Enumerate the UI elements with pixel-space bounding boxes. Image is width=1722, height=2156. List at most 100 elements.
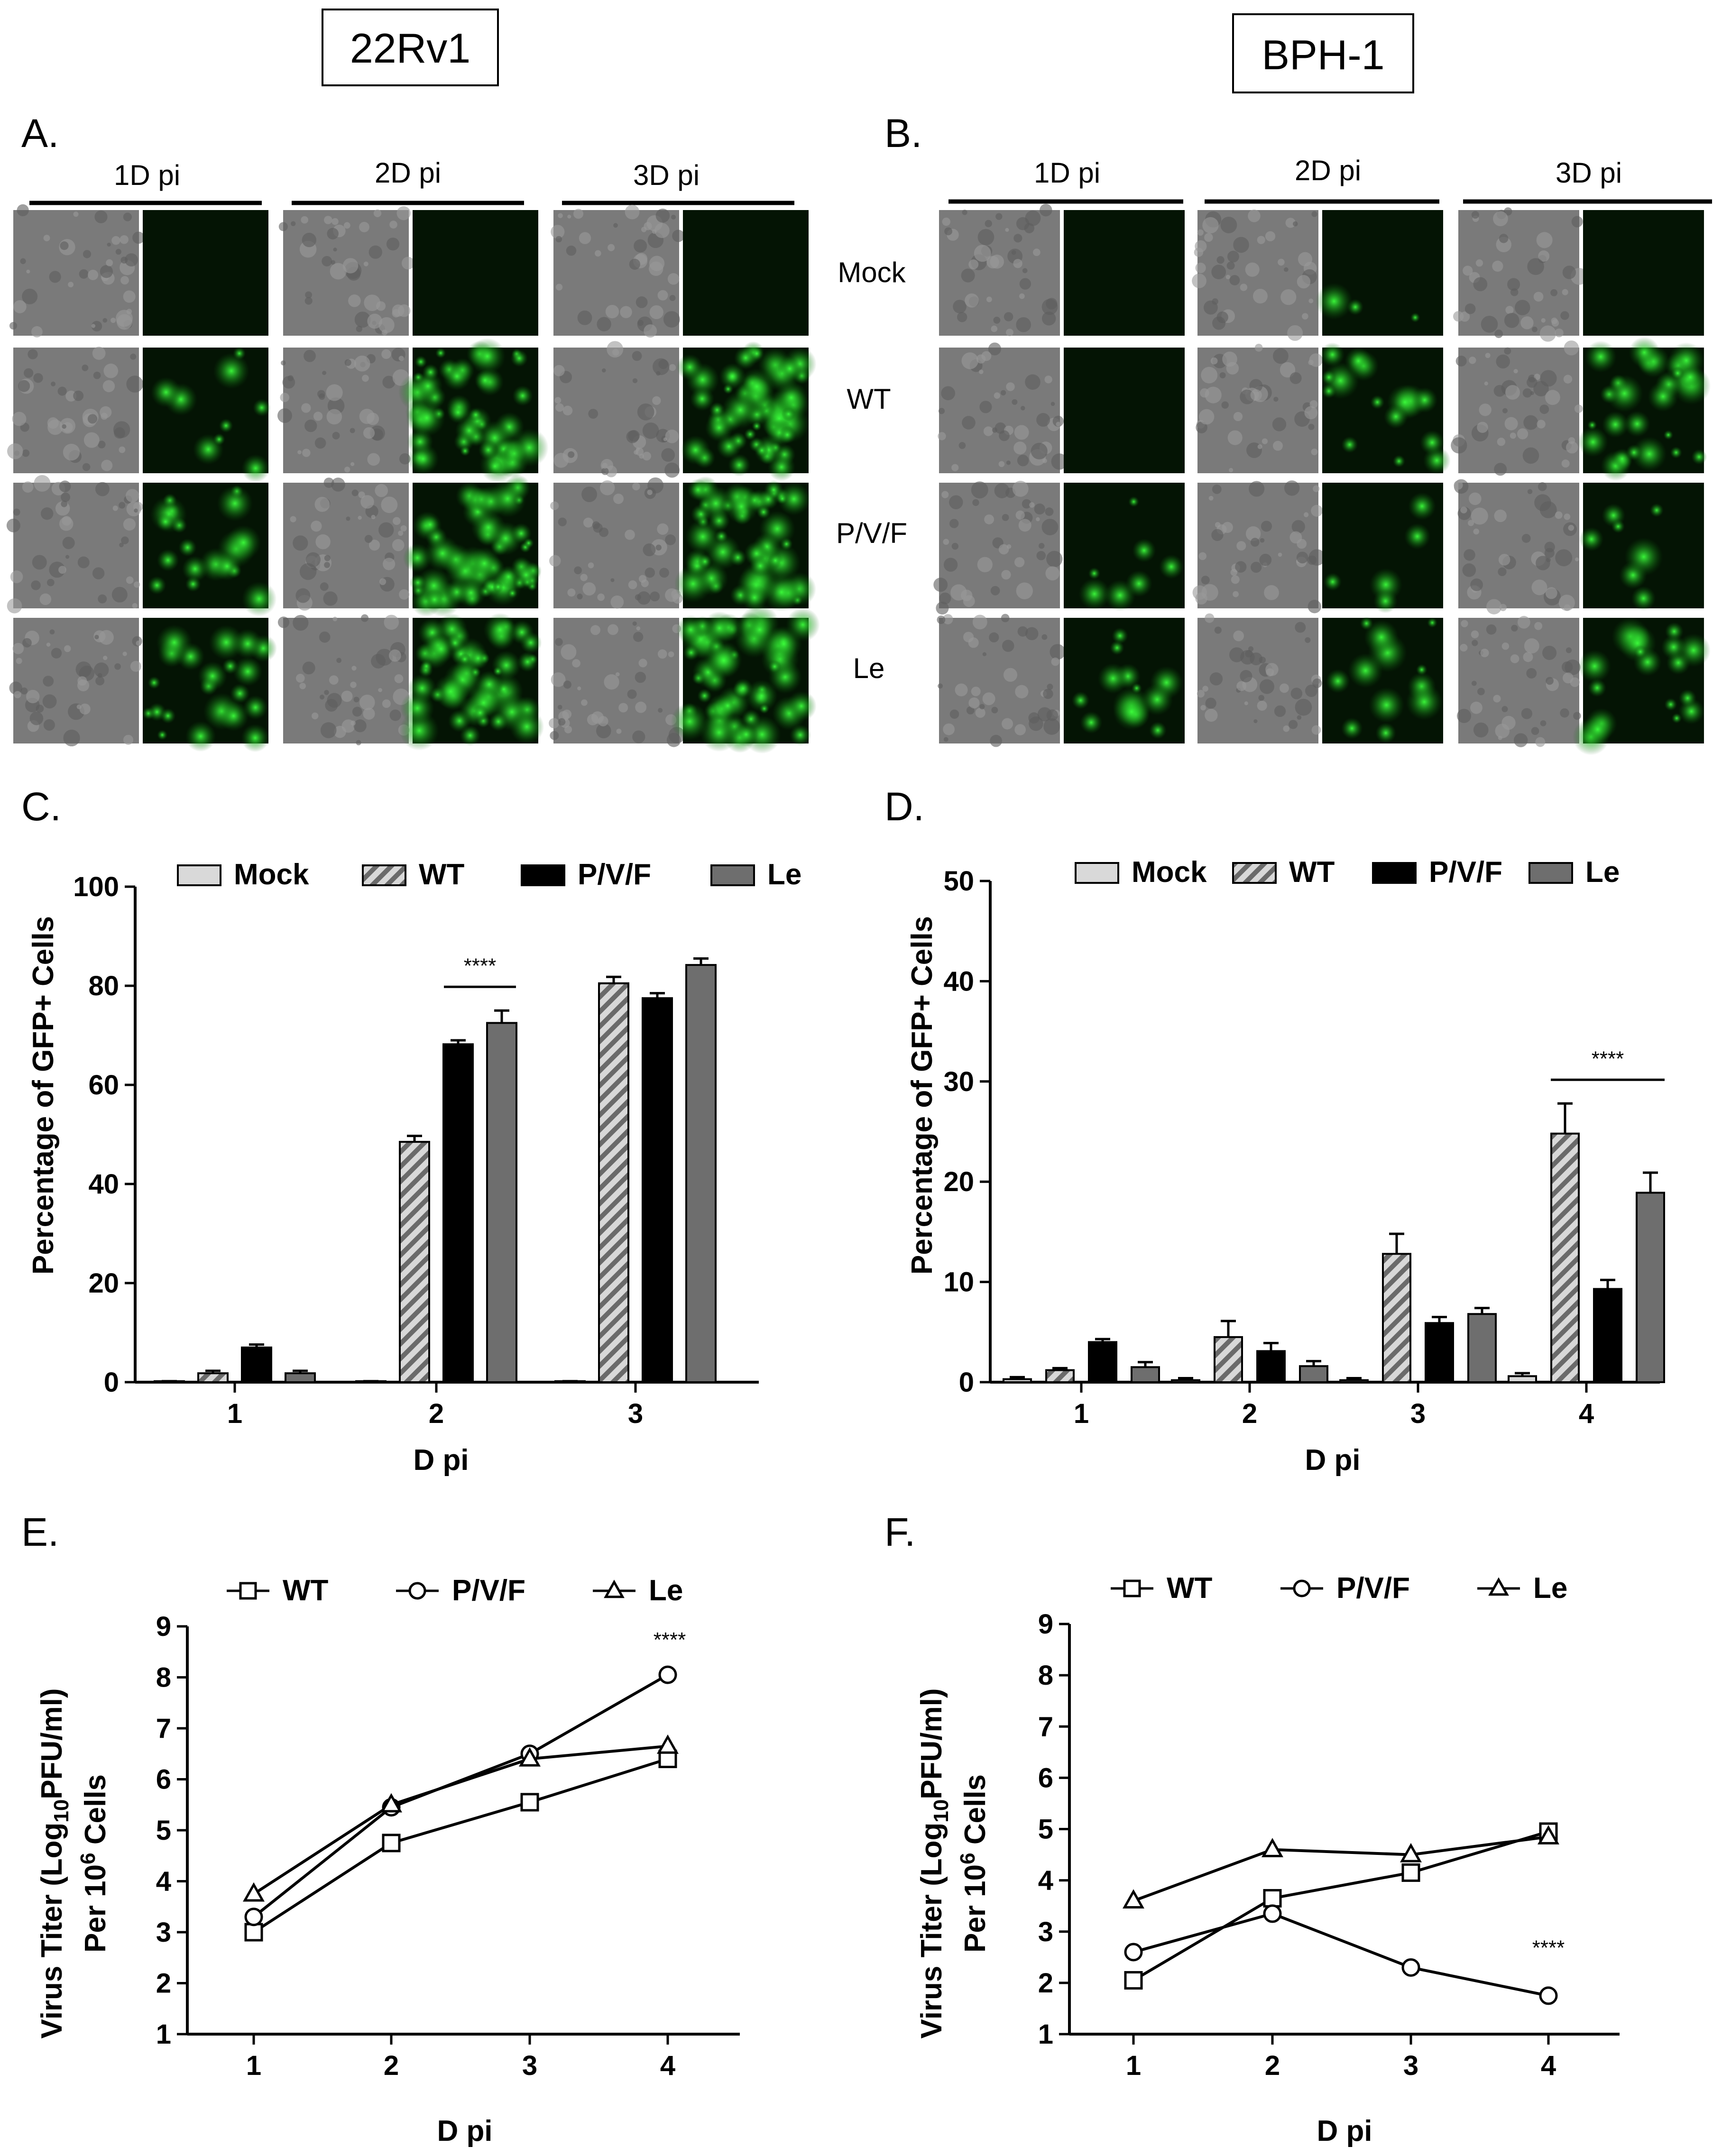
phase-speck bbox=[562, 709, 572, 719]
gfp-spot bbox=[733, 678, 754, 699]
phase-speck bbox=[549, 555, 561, 567]
phase-speck bbox=[331, 477, 345, 492]
y-tick-label: 0 bbox=[104, 1367, 119, 1398]
gfp-spot bbox=[243, 695, 268, 720]
gfp-spot bbox=[460, 445, 470, 457]
gfp-image-A-0-0 bbox=[143, 210, 268, 336]
phase-speck bbox=[79, 703, 91, 715]
phase-speck bbox=[649, 261, 663, 276]
phase-speck bbox=[1198, 552, 1207, 560]
phase-speck bbox=[1308, 298, 1314, 303]
phase-speck bbox=[302, 661, 315, 675]
phase-speck bbox=[1192, 273, 1206, 288]
phase-speck bbox=[982, 652, 987, 656]
phase-speck bbox=[1204, 300, 1218, 315]
legend-item-le: Le bbox=[710, 858, 801, 891]
gfp-spot bbox=[1427, 617, 1437, 628]
phase-speck bbox=[295, 674, 305, 683]
gfp-spot bbox=[1383, 404, 1408, 429]
gfp-spot bbox=[1088, 567, 1101, 580]
phase-speck bbox=[566, 245, 577, 256]
phase-speck bbox=[1290, 688, 1303, 699]
phase-speck bbox=[102, 318, 108, 323]
legend-item-pvf: P/V/F bbox=[521, 858, 651, 891]
phase-speck bbox=[16, 658, 22, 664]
legend-item-mock: Mock bbox=[177, 858, 309, 891]
phase-speck bbox=[1521, 534, 1531, 543]
phase-speck bbox=[130, 661, 142, 672]
phase-speck bbox=[1262, 438, 1268, 444]
gfp-spot bbox=[768, 660, 782, 673]
point-le-4 bbox=[657, 1734, 679, 1754]
gfp-spot bbox=[746, 615, 774, 644]
phase-speck bbox=[1469, 357, 1476, 364]
chart-e-plot: 1 2 3 4 5 6 7 8 9 1 2 3 4 **** bbox=[156, 1611, 740, 2081]
gfp-spot bbox=[469, 338, 506, 375]
phase-speck bbox=[588, 409, 599, 419]
phase-speck bbox=[1014, 724, 1026, 735]
chart-f-ylabel-part1: Virus Titer (Log bbox=[915, 1823, 948, 2039]
y-tick-label: 40 bbox=[88, 1169, 119, 1200]
phase-speck bbox=[989, 632, 999, 642]
gfp-spot bbox=[1348, 653, 1383, 688]
phase-speck bbox=[332, 218, 339, 225]
gfp-spot bbox=[400, 691, 434, 725]
phase-speck bbox=[343, 222, 350, 229]
phase-speck bbox=[1517, 615, 1530, 629]
phase-speck bbox=[582, 582, 596, 596]
phase-speck bbox=[625, 529, 635, 540]
gfp-spot bbox=[511, 560, 541, 590]
phase-speck bbox=[966, 706, 975, 715]
phase-speck bbox=[91, 324, 96, 328]
phase-speck bbox=[1021, 406, 1025, 411]
phase-speck bbox=[295, 588, 311, 603]
phase-speck bbox=[358, 515, 362, 520]
phase-speck bbox=[951, 542, 959, 550]
phase-speck bbox=[103, 363, 119, 378]
phase-speck bbox=[336, 658, 342, 663]
phase-speck bbox=[93, 630, 106, 642]
phase-speck bbox=[61, 492, 71, 502]
legend-marker bbox=[1123, 1579, 1141, 1597]
chart-f: Virus Titer (Log10PFU/ml) Per 106 Cells … bbox=[915, 1572, 1620, 2147]
phase-speck bbox=[1196, 422, 1207, 433]
gfp-spot bbox=[1416, 664, 1427, 676]
phase-speck bbox=[1504, 347, 1511, 355]
phase-speck bbox=[638, 575, 647, 583]
legend-item-pvf: P/V/F bbox=[396, 1574, 525, 1607]
gfp-spot bbox=[698, 554, 712, 569]
phase-speck bbox=[610, 595, 624, 609]
phase-image-B-1-1 bbox=[1196, 343, 1323, 473]
phase-speck bbox=[563, 680, 572, 689]
phase-speck bbox=[401, 257, 414, 270]
legend-marker bbox=[1488, 1577, 1509, 1596]
y-tick-label: 60 bbox=[88, 1070, 119, 1101]
phase-speck bbox=[1227, 250, 1239, 263]
phase-speck bbox=[359, 409, 375, 424]
phase-speck bbox=[657, 290, 668, 301]
phase-speck bbox=[389, 220, 397, 229]
phase-speck bbox=[1036, 550, 1046, 560]
phase-speck bbox=[1006, 460, 1011, 465]
phase-speck bbox=[399, 589, 410, 600]
chart-e-ylabel-line2: Per 106 Cells bbox=[76, 1774, 112, 1953]
phase-speck bbox=[363, 261, 368, 266]
phase-speck bbox=[655, 209, 670, 223]
phase-speck bbox=[359, 221, 369, 232]
phase-speck bbox=[1235, 561, 1247, 573]
phase-speck bbox=[49, 629, 55, 635]
phase-speck bbox=[130, 353, 137, 360]
phase-speck bbox=[121, 536, 129, 544]
point-wt-1 bbox=[244, 1923, 263, 1942]
phase-speck bbox=[638, 659, 647, 668]
chart-c-legend: Mock WT P/V/F Le bbox=[177, 858, 801, 891]
phase-speck bbox=[323, 477, 334, 488]
chart-f-ylabel-part3: Per 10 bbox=[959, 1864, 992, 1953]
phase-speck bbox=[950, 584, 967, 601]
phase-speck bbox=[91, 321, 102, 332]
phase-speck bbox=[595, 250, 601, 257]
x-tick-label: 1 bbox=[1126, 2050, 1141, 2081]
phase-speck bbox=[968, 697, 980, 709]
phase-speck bbox=[1202, 686, 1208, 692]
x-tick-label: 3 bbox=[522, 2050, 537, 2081]
